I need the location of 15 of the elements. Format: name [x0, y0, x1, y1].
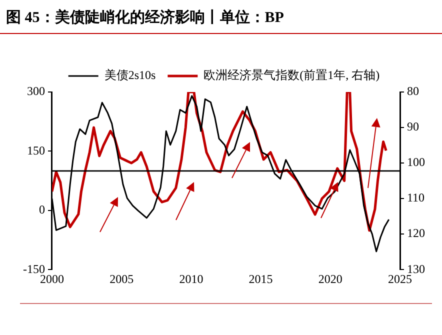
x-tick-label: 2015 [248, 272, 273, 286]
x-tick-label: 2005 [110, 272, 134, 286]
x-tick-label: 2020 [318, 272, 342, 286]
y2-tick-label: 90 [407, 120, 419, 134]
y-tick-label: 150 [26, 143, 45, 158]
y2-tick-label: 110 [407, 190, 425, 205]
y2-tick-label: 100 [407, 155, 425, 170]
y2-tick-label: 80 [407, 84, 419, 98]
y2-tick-label: 120 [407, 226, 425, 240]
legend-label: 欧洲经济景气指数(前置1年, 右轴) [204, 68, 380, 82]
chart-title: 图 45：美债陡峭化的经济影响丨单位：BP [6, 8, 284, 27]
y-tick-label: 300 [26, 84, 45, 98]
x-tick-label: 2010 [179, 272, 204, 286]
legend-label: 美债2s10s [104, 68, 156, 82]
y-tick-label: 0 [38, 202, 45, 217]
